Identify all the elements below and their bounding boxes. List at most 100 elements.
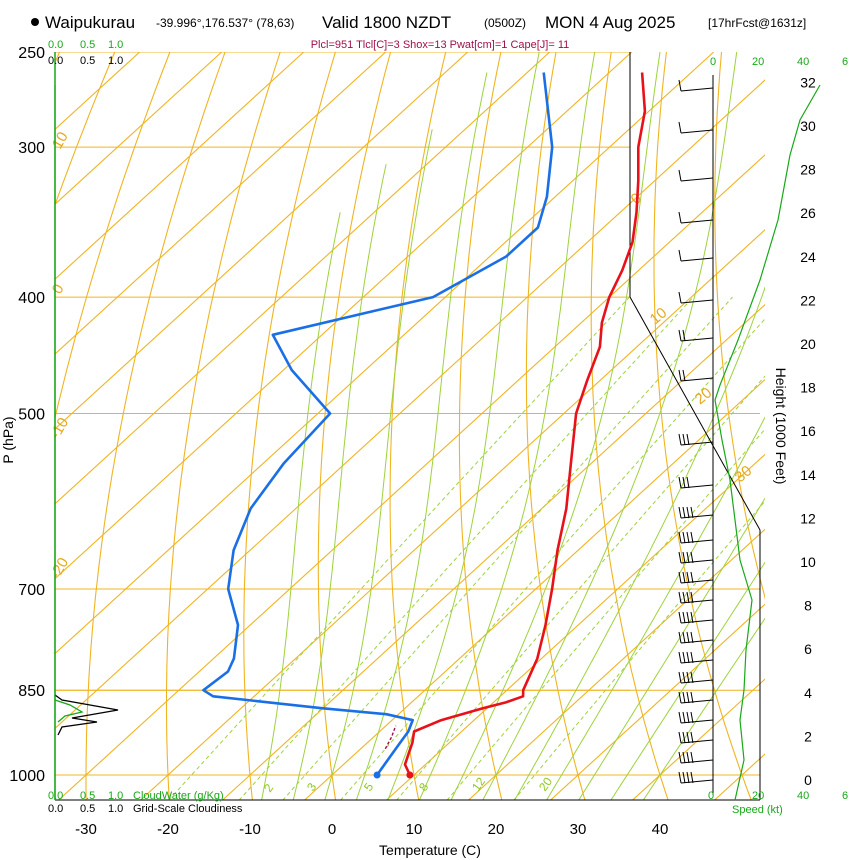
speed-tick-bottom-60: 6 bbox=[842, 790, 848, 802]
wind-barb-shaft bbox=[680, 739, 714, 744]
wind-barb-flag bbox=[690, 591, 694, 604]
wind-barb-flag bbox=[678, 651, 682, 664]
wind-barb-flag bbox=[678, 121, 682, 134]
x-axis-title: Temperature (C) bbox=[379, 842, 481, 858]
wind-barb-flag bbox=[682, 671, 686, 684]
surface-dewpoint-point bbox=[373, 771, 381, 779]
pressure-tick-labels: 250 300 400 500 700 850 1000 bbox=[9, 45, 45, 785]
isotherm-line bbox=[55, 52, 305, 280]
mixing-ratio-line-8 bbox=[395, 375, 765, 800]
wind-barb-flag bbox=[686, 571, 690, 584]
wind-barb-flag bbox=[690, 651, 694, 664]
wind-barb-shaft bbox=[680, 579, 714, 584]
plot-frame bbox=[54, 52, 761, 801]
wind-barb-flag bbox=[690, 751, 694, 764]
dry-adiabat-line bbox=[317, 52, 392, 800]
dry-adiabat-line bbox=[165, 52, 281, 800]
cloudwater-tick-bottom-2: 1.0 bbox=[108, 790, 123, 802]
cloudwater-tick-top-2: 1.0 bbox=[108, 39, 123, 51]
valid-zulu: (0500Z) bbox=[484, 16, 526, 30]
wind-barb-shaft bbox=[680, 484, 714, 489]
wind-barb-flag bbox=[690, 731, 694, 744]
wind-barb-shaft bbox=[680, 719, 714, 724]
station-bullet-icon bbox=[31, 18, 39, 26]
wind-barb-shaft bbox=[680, 619, 714, 624]
dry-adiabat-line bbox=[831, 31, 850, 801]
wind-barb-flag bbox=[686, 631, 690, 644]
wind-barb-shaft bbox=[680, 177, 714, 182]
dry-adiabat-line bbox=[653, 52, 752, 800]
wind-barb-flag bbox=[690, 691, 694, 704]
wind-barb-flag bbox=[678, 249, 682, 262]
wind-barb-shaft bbox=[680, 299, 714, 304]
moist-adiabat-line bbox=[387, 52, 540, 800]
mixing-ratio-label: 5 bbox=[361, 780, 376, 794]
wind-barb-flag bbox=[678, 551, 682, 564]
pressure-tick-400: 400 bbox=[18, 290, 45, 307]
wind-barb-flag bbox=[678, 79, 682, 92]
isotherm-label: 20 bbox=[692, 384, 716, 408]
height-tick-10: 10 bbox=[800, 554, 816, 570]
dry-adiabat-line bbox=[389, 52, 447, 800]
mixing-ratio-label: 3 bbox=[304, 780, 319, 794]
wind-barb-flag bbox=[686, 476, 690, 489]
height-tick-20: 20 bbox=[800, 336, 816, 352]
wind-barb-flag bbox=[682, 476, 686, 489]
wind-barb-shaft bbox=[680, 87, 714, 92]
moist-adiabat-line bbox=[642, 617, 765, 800]
wind-barb-flag bbox=[682, 369, 686, 382]
isotherm-line bbox=[55, 79, 765, 730]
height-tick-14: 14 bbox=[800, 467, 816, 483]
wind-barb-flag bbox=[678, 731, 682, 744]
moist-adiabat-line bbox=[261, 212, 341, 800]
dry-adiabat-line bbox=[55, 52, 171, 421]
wind-barb-flag bbox=[690, 611, 694, 624]
wind-barb-flag bbox=[682, 631, 686, 644]
temperature-tick--10: -10 bbox=[239, 821, 261, 838]
wind-barb-flag bbox=[682, 433, 686, 446]
wind-barb-flag bbox=[690, 571, 694, 584]
wind-barb-shaft bbox=[680, 659, 714, 664]
cloudiness-tick-bottom-0: 0.0 bbox=[48, 803, 63, 815]
dewpoint-series-line bbox=[202, 72, 554, 776]
wind-barb-flag bbox=[678, 433, 682, 446]
height-tick-8: 8 bbox=[804, 598, 812, 614]
wind-barb-flag bbox=[690, 531, 694, 544]
wind-barb-flag bbox=[690, 631, 694, 644]
wind-barb-flag bbox=[678, 771, 682, 784]
isotherm-label: 10 bbox=[647, 304, 671, 328]
cloudiness-tick-bottom-2: 1.0 bbox=[108, 803, 123, 815]
height-axis-title: Height (1000 Feet) bbox=[773, 368, 789, 485]
moist-adiabat-line bbox=[578, 497, 765, 800]
height-tick-28: 28 bbox=[800, 162, 816, 178]
wind-barb-flag bbox=[682, 751, 686, 764]
height-tick-18: 18 bbox=[800, 380, 816, 396]
speed-tick-bottom-0: 0 bbox=[708, 790, 714, 802]
wind-barb-flag bbox=[686, 711, 690, 724]
cloudiness-tick-bottom-1: 0.5 bbox=[80, 803, 95, 815]
speed-tick-bottom-40: 40 bbox=[797, 790, 809, 802]
surface-temperature-point bbox=[406, 771, 414, 779]
station-name: Waipukurau bbox=[45, 13, 135, 32]
height-tick-2: 2 bbox=[804, 728, 812, 744]
parcel-params: Plcl=951 Tlcl[C]=3 Shox=13 Pwat[cm]=1 Ca… bbox=[311, 39, 570, 51]
parcel-path-line bbox=[384, 725, 397, 750]
isotherm-line bbox=[55, 52, 223, 205]
wind-barb-shaft bbox=[680, 559, 714, 564]
wind-barb-flag bbox=[686, 531, 690, 544]
wind-speed-trace bbox=[714, 84, 821, 801]
isotherm-label: 10 bbox=[49, 129, 72, 152]
wind-barb-flag bbox=[678, 531, 682, 544]
mixing-ratio-line-2 bbox=[238, 296, 694, 800]
speed-tick-bottom-20: 20 bbox=[752, 790, 764, 802]
cloudwater-tick-bottom-1: 0.5 bbox=[80, 790, 95, 802]
wind-barb-flag bbox=[682, 691, 686, 704]
wind-barb-shaft bbox=[680, 514, 714, 519]
cloudiness-tick-top-2: 1.0 bbox=[108, 55, 123, 67]
wind-barb-flag bbox=[678, 631, 682, 644]
wind-barb-flag bbox=[682, 551, 686, 564]
cloudwater-tick-bottom-0: 0.0 bbox=[48, 790, 63, 802]
mixing-ratio-label: 12 bbox=[469, 774, 488, 793]
wind-barb-flag bbox=[678, 329, 682, 342]
